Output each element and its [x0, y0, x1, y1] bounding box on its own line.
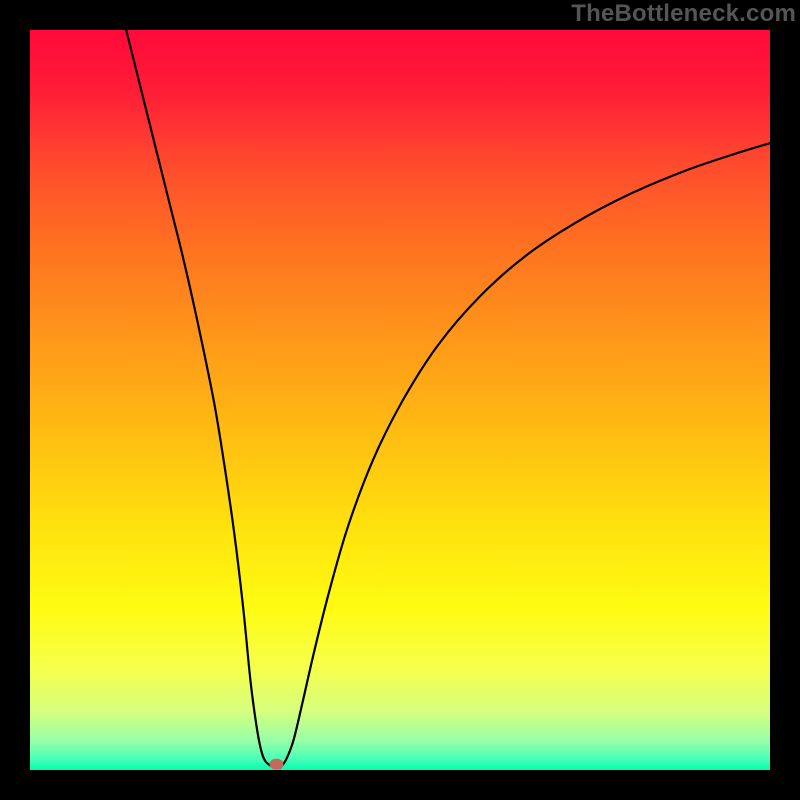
bottleneck-marker	[269, 759, 283, 770]
bottleneck-chart: TheBottleneck.com	[0, 0, 800, 800]
chart-svg	[0, 0, 800, 800]
chart-plot-background	[30, 30, 770, 770]
